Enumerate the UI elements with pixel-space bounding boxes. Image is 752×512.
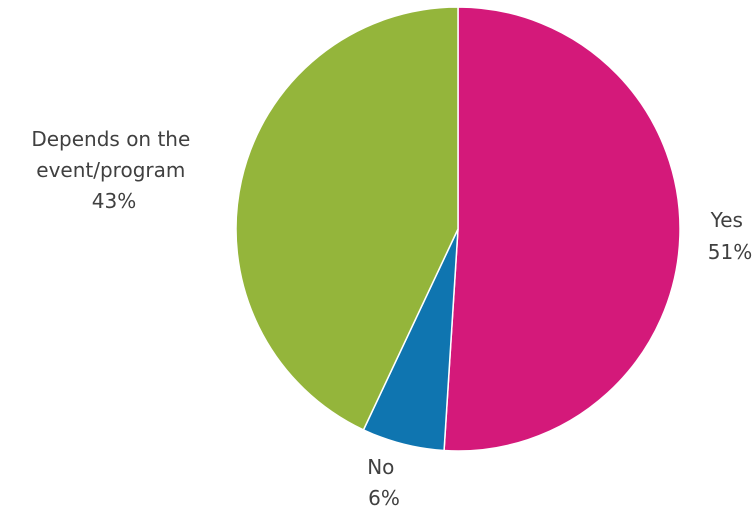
slice-label-depends-name-line1: Depends on the — [31, 127, 190, 151]
slice-label-depends-value: 43% — [92, 189, 136, 213]
slice-label-no-value: 6% — [368, 486, 400, 510]
slice-label-no: No 6% — [367, 455, 401, 510]
slice-label-yes: Yes 51% — [708, 208, 752, 264]
slice-label-no-name: No — [367, 455, 394, 479]
slice-label-depends-name-line2: event/program — [36, 158, 185, 182]
pie-slice-yes — [443, 6, 681, 452]
slice-label-yes-value: 51% — [708, 240, 752, 264]
pie-slice-depends — [235, 6, 459, 431]
pie-slices — [235, 6, 681, 452]
slice-label-depends: Depends on the event/program 43% — [31, 127, 196, 213]
slice-labels: Yes 51% No 6% Depends on the event/progr… — [31, 127, 752, 510]
slice-label-yes-name: Yes — [710, 208, 743, 232]
